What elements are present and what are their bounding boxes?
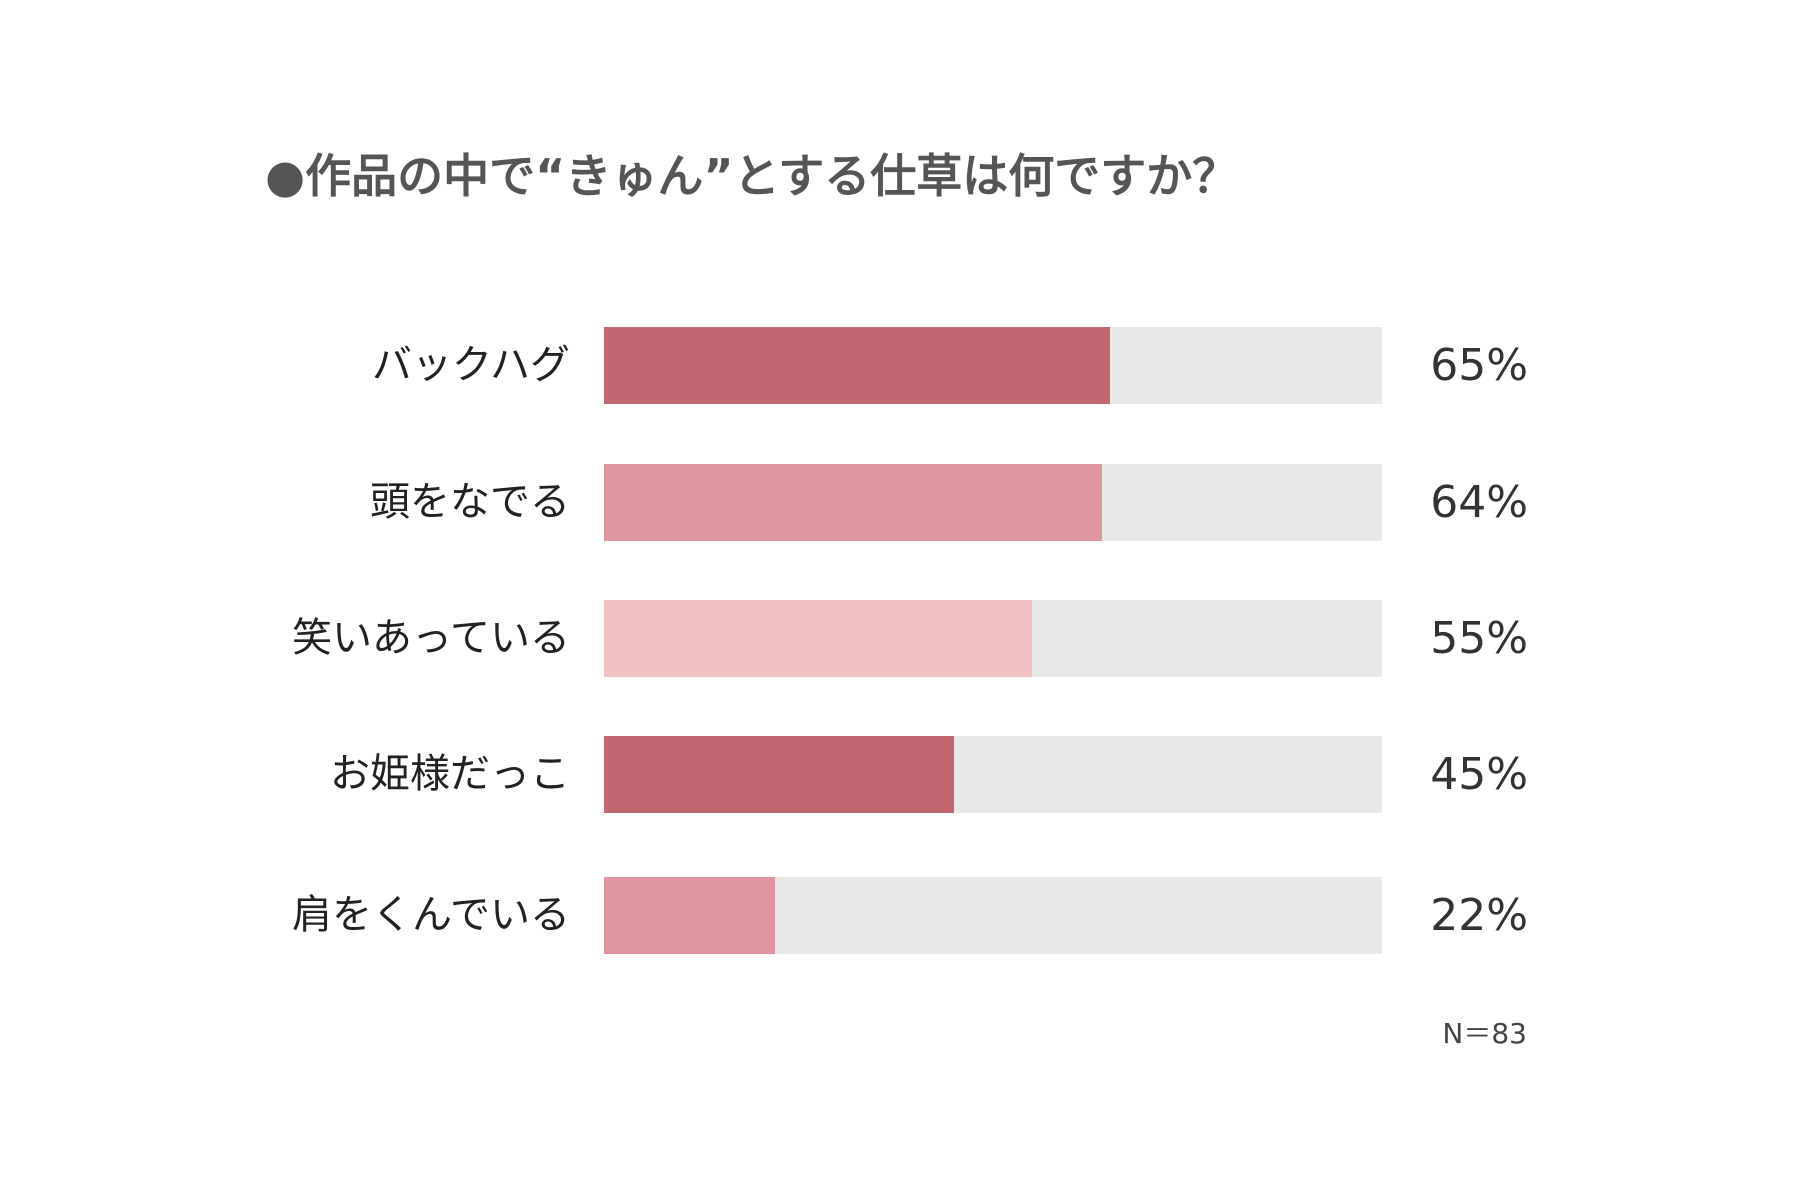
bar-row: 肩をくんでいる 22% [0,877,1800,954]
value-label: 45% [1430,749,1528,800]
bar-row: バックハグ 65% [0,327,1800,404]
category-label: バックハグ [372,342,570,388]
bar-row: 笑いあっている 55% [0,600,1800,677]
bar-track [604,600,1382,677]
category-label: お姫様だっこ [330,751,570,797]
chart-title: ●作品の中で“きゅん”とする仕草は何ですか？ [265,149,1239,203]
value-label: 22% [1430,890,1528,941]
bar [604,600,1032,677]
bar [604,464,1102,541]
value-label: 65% [1430,340,1528,391]
bar [604,736,955,813]
category-label: 頭をなでる [370,479,570,525]
bar [604,327,1110,404]
value-label: 55% [1430,613,1528,664]
category-label: 肩をくんでいる [292,892,570,938]
bar-track [604,736,1382,813]
bar-row: 頭をなでる 64% [0,464,1800,541]
value-label: 64% [1430,477,1528,528]
sample-size-note: N＝83 [1442,1017,1527,1050]
bar-track [604,464,1382,541]
bar-track [604,327,1382,404]
category-label: 笑いあっている [292,615,570,661]
bar-track [604,877,1382,954]
bar [604,877,776,954]
bar-row: お姫様だっこ 45% [0,736,1800,813]
